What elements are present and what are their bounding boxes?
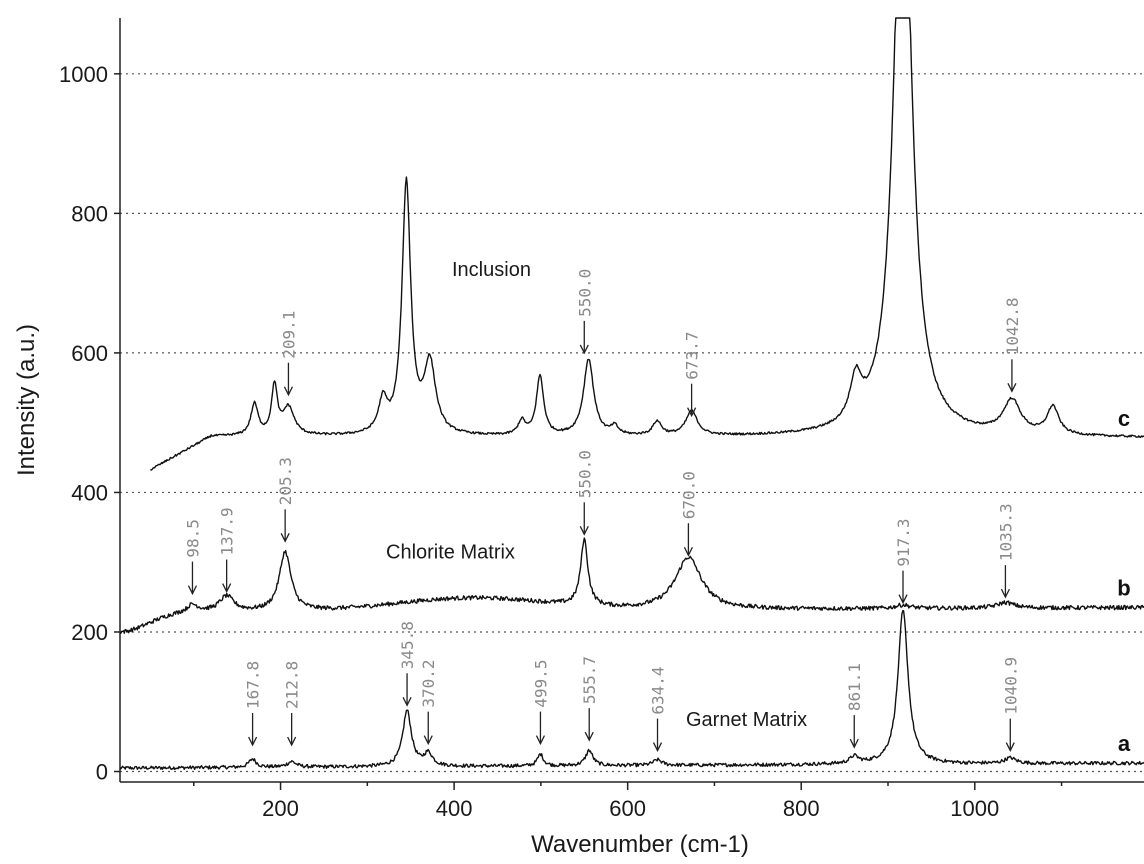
peak-arrowhead-c-1 xyxy=(579,344,589,355)
peak-arrowhead-a-3 xyxy=(423,735,433,746)
series-letter-b: b xyxy=(1117,576,1130,601)
x-tick-label-1000: 1000 xyxy=(950,796,999,821)
peak-arrowhead-c-3 xyxy=(1007,382,1017,393)
y-tick-label-1000: 1000 xyxy=(59,62,108,87)
peak-label-a-4: 499.5 xyxy=(531,659,550,707)
peak-arrowhead-b-1 xyxy=(222,583,232,593)
peak-label-a-1: 212.8 xyxy=(283,661,302,709)
y-tick-label-600: 600 xyxy=(71,341,108,366)
x-axis-title: Wavenumber (cm-1) xyxy=(531,831,749,858)
ticks: 0 200 400 600 800 1000 200 400 600 800 1000 xyxy=(59,62,1063,821)
series-name-a: Garnet Matrix xyxy=(686,709,807,731)
peak-label-b-5: 917.3 xyxy=(894,519,913,567)
peak-arrowhead-a-4 xyxy=(535,735,546,746)
peak-label-a-5: 555.7 xyxy=(580,656,599,704)
peak-arrowhead-a-1 xyxy=(287,736,297,747)
peak-label-a-8: 1040.9 xyxy=(1001,657,1020,715)
peak-arrowhead-a-0 xyxy=(248,736,258,747)
peak-label-a-3: 370.2 xyxy=(419,659,438,707)
y-axis-title: Intensity (a.u.) xyxy=(13,324,40,476)
peak-arrowhead-b-6 xyxy=(1000,588,1010,599)
peak-label-a-6: 634.4 xyxy=(649,666,668,714)
y-tick-label-400: 400 xyxy=(71,480,108,505)
x-tick-label-400: 400 xyxy=(436,796,473,821)
peak-label-b-4: 670.0 xyxy=(679,471,698,519)
gridlines xyxy=(120,73,1144,773)
peak-label-c-1: 550.0 xyxy=(575,269,594,317)
x-tick-label-800: 800 xyxy=(783,796,820,821)
y-tick-label-200: 200 xyxy=(71,620,108,645)
series-name-b: Chlorite Matrix xyxy=(386,542,515,564)
peak-arrowhead-b-3 xyxy=(579,526,589,536)
peak-label-b-3: 550.0 xyxy=(575,450,594,498)
peak-arrowhead-a-5 xyxy=(584,731,594,742)
peak-arrowhead-a-7 xyxy=(849,738,859,749)
series-letter-c: c xyxy=(1118,406,1130,431)
peak-arrowhead-b-4 xyxy=(683,546,693,557)
x-tick-label-600: 600 xyxy=(609,796,646,821)
peak-label-b-1: 137.9 xyxy=(218,507,237,555)
peak-arrowhead-c-2 xyxy=(687,407,697,418)
peak-label-c-2: 673.7 xyxy=(683,332,702,380)
peak-arrowhead-c-0 xyxy=(283,386,294,397)
peak-arrowhead-b-5 xyxy=(898,594,908,605)
series-letter-a: a xyxy=(1118,731,1131,756)
peak-label-a-2: 345.8 xyxy=(398,621,417,669)
peak-arrowhead-a-6 xyxy=(652,742,663,753)
peak-label-b-6: 1035.3 xyxy=(996,503,1015,561)
series-name-c: Inclusion xyxy=(452,259,531,281)
spectra: a b c Garnet Matrix Chlorite Matrix Inclusion xyxy=(119,17,1144,771)
peak-label-c-3: 1042.8 xyxy=(1003,297,1022,355)
peak-label-a-7: 861.1 xyxy=(845,663,864,711)
peak-label-b-0: 98.5 xyxy=(183,519,202,558)
peak-arrowhead-b-2 xyxy=(280,532,290,543)
peak-label-c-0: 209.1 xyxy=(279,311,298,359)
peak-arrowhead-a-8 xyxy=(1005,742,1015,753)
peak-label-b-2: 205.3 xyxy=(276,457,295,505)
peak-label-a-0: 167.8 xyxy=(244,661,263,709)
y-tick-label-800: 800 xyxy=(71,201,108,226)
spectrum-c xyxy=(150,17,1144,471)
peak-arrowhead-a-2 xyxy=(402,696,412,707)
spectrum-a xyxy=(119,610,1144,771)
x-tick-label-200: 200 xyxy=(262,796,299,821)
y-tick-label-0: 0 xyxy=(96,760,108,785)
axes xyxy=(119,18,1144,783)
spectrum-b xyxy=(119,537,1144,634)
peak-arrowhead-b-0 xyxy=(187,585,198,596)
